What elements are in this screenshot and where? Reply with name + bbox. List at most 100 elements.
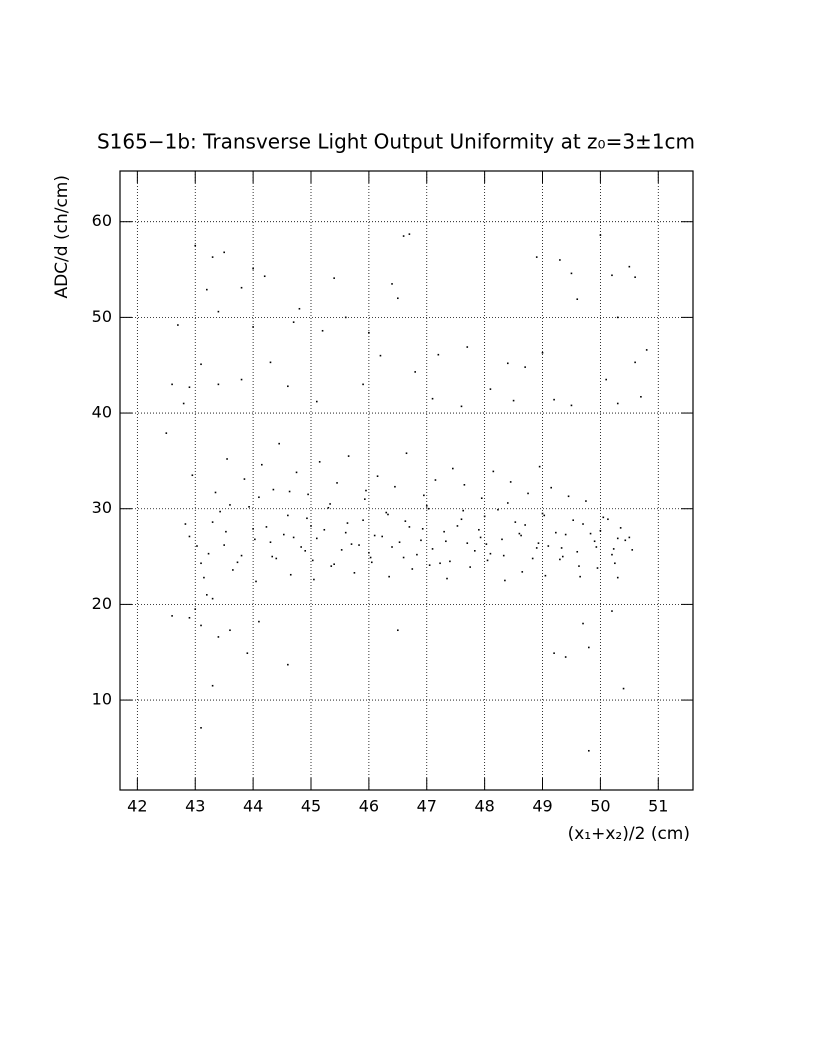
point: [473, 550, 476, 552]
point: [219, 510, 221, 513]
point: [271, 555, 274, 558]
point: [616, 537, 619, 540]
point: [379, 354, 382, 357]
point: [333, 277, 335, 279]
point: [200, 562, 202, 565]
point: [616, 576, 619, 579]
point: [307, 493, 309, 496]
point: [589, 532, 592, 535]
point: [311, 559, 314, 562]
point: [460, 518, 463, 521]
y-tick-label: 20: [92, 594, 112, 613]
point: [541, 512, 544, 515]
point: [408, 233, 411, 235]
point: [223, 544, 225, 546]
chart-title: S165−1b: Transverse Light Output Uniform…: [97, 130, 695, 154]
point: [479, 536, 482, 539]
point: [634, 276, 636, 278]
point: [194, 608, 197, 610]
point: [596, 567, 599, 569]
point: [485, 543, 488, 545]
point: [206, 594, 208, 596]
point: [428, 564, 431, 566]
point: [200, 727, 202, 729]
point: [225, 530, 227, 533]
point: [535, 256, 538, 258]
point: [206, 288, 208, 291]
point: [480, 497, 483, 499]
point: [344, 316, 347, 319]
point: [394, 485, 396, 488]
point: [254, 538, 256, 541]
y-tick-label: 40: [92, 403, 112, 422]
point: [559, 558, 561, 561]
point: [452, 467, 454, 470]
point: [576, 298, 579, 301]
point: [269, 541, 272, 544]
point: [344, 531, 347, 534]
point: [236, 561, 239, 564]
point: [364, 498, 366, 500]
point: [188, 386, 191, 389]
point: [605, 378, 607, 381]
point: [622, 687, 625, 690]
point: [405, 452, 408, 455]
point: [313, 578, 315, 581]
point: [414, 371, 416, 373]
point: [593, 540, 596, 543]
point: [292, 536, 295, 539]
point: [306, 517, 308, 520]
point: [258, 620, 260, 623]
point: [524, 366, 526, 368]
point: [437, 353, 440, 356]
x-tick-label: 48: [474, 797, 494, 816]
point: [521, 571, 524, 573]
point: [275, 557, 278, 560]
y-axis-label: ADC/d (ch/cm): [52, 175, 72, 299]
point: [287, 663, 289, 666]
point: [559, 259, 561, 261]
point: [211, 597, 214, 600]
point: [265, 526, 268, 528]
point: [191, 474, 194, 477]
point: [439, 562, 441, 565]
plot-frame: [119, 170, 694, 791]
point: [570, 272, 573, 275]
point: [240, 378, 243, 381]
point: [287, 514, 289, 517]
point: [211, 521, 214, 523]
point: [255, 580, 257, 583]
point: [616, 316, 619, 319]
point: [381, 535, 383, 538]
point: [423, 494, 425, 497]
point: [200, 624, 202, 627]
point: [576, 550, 579, 553]
point: [463, 484, 466, 486]
y-tick-label: 50: [92, 307, 112, 326]
point: [362, 519, 364, 522]
point: [318, 461, 321, 463]
point: [431, 397, 434, 400]
point: [248, 506, 250, 508]
point: [443, 530, 445, 533]
point: [321, 329, 324, 332]
point: [512, 399, 515, 402]
point: [628, 265, 631, 268]
point: [252, 528, 254, 530]
x-tick-label: 49: [532, 797, 552, 816]
point: [541, 351, 544, 354]
point: [333, 563, 335, 566]
point: [564, 656, 567, 658]
point: [304, 550, 307, 552]
point: [370, 561, 373, 564]
point: [561, 555, 564, 558]
point: [369, 556, 372, 559]
point: [217, 310, 220, 313]
point: [553, 398, 555, 401]
point: [391, 546, 393, 548]
point: [282, 533, 285, 536]
point: [514, 521, 517, 523]
point: [595, 546, 598, 548]
point: [460, 405, 463, 408]
point: [520, 534, 522, 537]
